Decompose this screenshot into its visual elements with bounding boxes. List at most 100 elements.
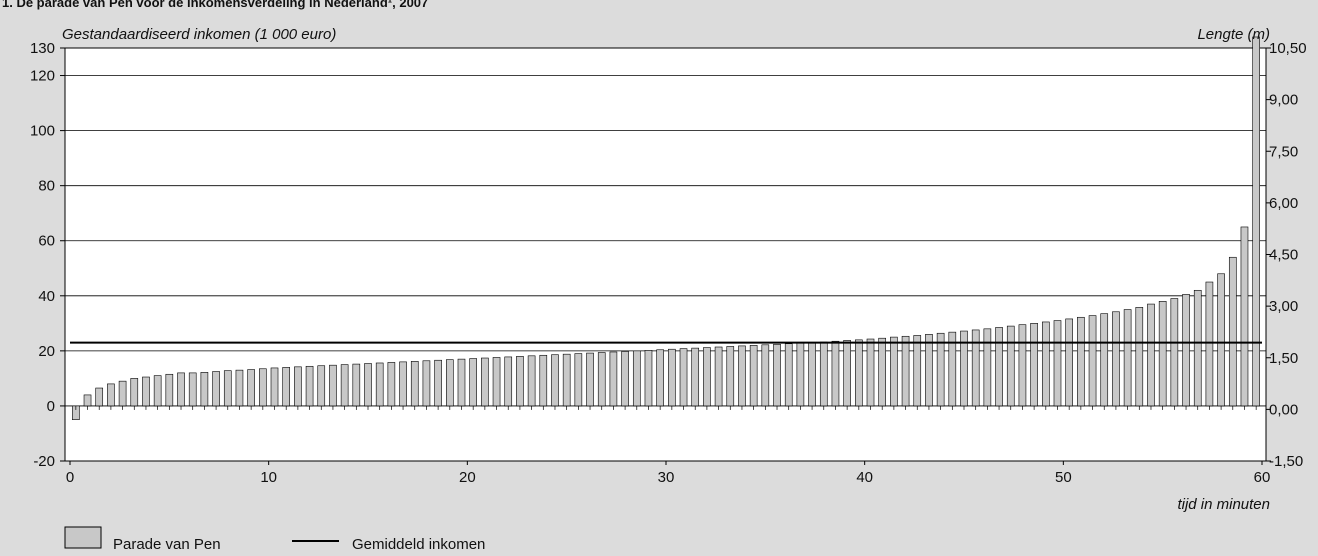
y-tick-label-3: 40 [38, 288, 55, 305]
bar-60 [773, 343, 781, 407]
y-tick-label-0: -20 [33, 453, 55, 470]
bar-82 [1030, 323, 1038, 407]
bar-24 [352, 363, 361, 407]
plot-area [64, 47, 1267, 462]
bar-90 [1123, 309, 1132, 407]
bar-29 [410, 361, 419, 407]
bar-72 [913, 335, 922, 407]
bar-3 [107, 383, 115, 407]
bar-39 [527, 355, 536, 407]
bar-56 [726, 346, 735, 407]
legend-swatch-bars [64, 526, 102, 549]
bar-16 [259, 368, 267, 407]
bar-84 [1053, 320, 1062, 407]
y2-tick-label-8: 10,50 [1269, 40, 1307, 57]
bar-77 [971, 329, 980, 407]
bar-10 [188, 372, 197, 407]
bar-69 [878, 337, 887, 407]
bar-55 [714, 346, 723, 407]
bar-70 [890, 336, 898, 407]
y2-tick-label-5: 6,00 [1269, 195, 1298, 212]
bar-17 [270, 367, 279, 407]
bar-96 [1193, 289, 1202, 407]
bar-61 [784, 343, 793, 407]
bar-series [72, 36, 1260, 420]
bar-1 [83, 394, 92, 407]
bar-44 [586, 352, 594, 407]
bar-21 [317, 365, 326, 407]
bar-68 [866, 338, 875, 407]
bar-27 [387, 362, 396, 407]
bar-14 [235, 369, 244, 407]
bar-4 [118, 380, 127, 407]
bar-32 [445, 359, 454, 407]
y-axis-left: -20 0 20 40 60 80 100 120 130 [30, 40, 65, 470]
bar-80 [1006, 325, 1015, 407]
y2-tick-label-3: 3,00 [1269, 298, 1298, 315]
bar-19 [294, 366, 302, 407]
bar-63 [808, 342, 816, 407]
bar-40 [539, 354, 548, 407]
bar-101 [1252, 36, 1260, 407]
bar-22 [329, 364, 337, 407]
y-tick-label-2: 20 [38, 343, 55, 360]
y-axis-right-label: Lengte (m) [1197, 26, 1270, 43]
y-axis-right: -1,50 0,00 1,50 3,00 4,50 6,00 7,50 9,00 10,50 [1266, 40, 1307, 470]
y-axis-left-label: Gestandaardiseerd inkomen (1 000 euro) [62, 26, 336, 43]
bar-47 [621, 351, 629, 407]
bar-58 [749, 345, 758, 407]
y2-tick-label-6: 7,50 [1269, 143, 1298, 160]
x-tick-label-5: 50 [1055, 469, 1072, 486]
bar-38 [516, 356, 524, 407]
bar-30 [422, 360, 431, 407]
bar-23 [340, 364, 349, 407]
bar-62 [796, 342, 805, 407]
y-tick-label-8: 130 [30, 40, 55, 57]
bar-79 [995, 327, 1003, 407]
bar-66 [843, 340, 851, 407]
bar-64 [819, 341, 828, 407]
y2-tick-label-7: 9,00 [1269, 92, 1298, 109]
bar-37 [504, 356, 513, 407]
bar-15 [247, 369, 255, 407]
bar-89 [1112, 311, 1120, 407]
bar-8 [165, 373, 174, 407]
bar-57 [738, 345, 746, 407]
x-tick-label-6: 60 [1254, 469, 1271, 486]
bar-95 [1182, 294, 1190, 407]
y-tick-label-5: 80 [38, 178, 55, 195]
bar-31 [434, 359, 442, 407]
bar-35 [481, 357, 489, 407]
y-tick-label-1: 0 [47, 398, 55, 415]
bar-99 [1228, 256, 1237, 407]
bar-93 [1158, 301, 1167, 407]
bar-25 [364, 363, 372, 407]
bar-48 [632, 350, 641, 407]
bar-51 [668, 348, 676, 407]
bar-49 [644, 350, 653, 407]
bar-13 [223, 370, 232, 407]
bar-2 [95, 387, 104, 407]
bar-33 [457, 358, 466, 407]
bar-91 [1135, 307, 1144, 407]
bar-74 [936, 332, 945, 407]
x-axis: 0 10 20 30 40 50 60 [66, 461, 1271, 486]
bar-78 [983, 328, 992, 407]
x-tick-label-2: 20 [459, 469, 476, 486]
x-axis-label: tijd in minuten [1177, 496, 1270, 513]
y2-tick-label-2: 1,50 [1269, 350, 1298, 367]
bar-26 [375, 362, 384, 407]
legend-label-bars: Parade van Pen [113, 536, 221, 553]
bar-41 [551, 354, 559, 407]
bar-54 [703, 347, 711, 407]
bar-81 [1018, 324, 1027, 407]
bar-85 [1065, 318, 1073, 407]
bar-43 [574, 353, 583, 407]
y2-tick-label-0: -1,50 [1269, 453, 1303, 470]
y-tick-label-7: 120 [30, 68, 55, 85]
bar-53 [691, 347, 700, 407]
x-tick-label-0: 0 [66, 469, 74, 486]
bar-97 [1205, 281, 1214, 407]
